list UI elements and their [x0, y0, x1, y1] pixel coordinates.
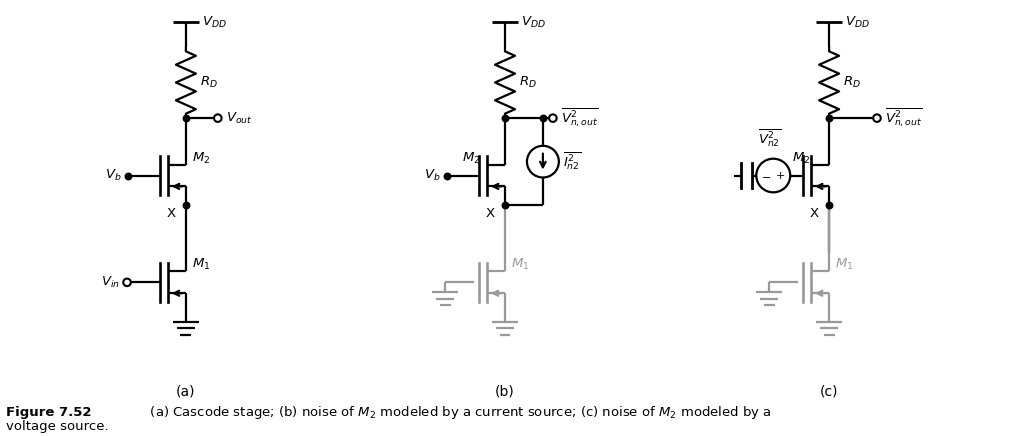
Text: $M_2$: $M_2$ [792, 150, 810, 166]
Text: $M_1$: $M_1$ [192, 257, 210, 272]
Text: (b): (b) [494, 384, 515, 398]
Text: (a): (a) [176, 384, 195, 398]
Point [534, 115, 550, 122]
Point [820, 115, 836, 122]
Text: voltage source.: voltage source. [6, 420, 109, 433]
Circle shape [123, 279, 130, 286]
Text: $R_D$: $R_D$ [199, 75, 217, 90]
Circle shape [872, 114, 880, 122]
Circle shape [549, 114, 556, 122]
Text: $V_{DD}$: $V_{DD}$ [844, 15, 869, 30]
Text: $V_b$: $V_b$ [104, 168, 121, 183]
Text: $M_2$: $M_2$ [192, 150, 210, 166]
Text: $\overline{V^2_{n,out}}$: $\overline{V^2_{n,out}}$ [560, 107, 598, 129]
Point [496, 202, 513, 209]
Text: $V_{in}$: $V_{in}$ [101, 275, 120, 290]
Text: $M_1$: $M_1$ [511, 257, 529, 272]
Text: $R_D$: $R_D$ [519, 75, 536, 90]
Point [178, 202, 194, 209]
Text: (a) Cascode stage; (b) noise of $M_2$ modeled by a current source; (c) noise of : (a) Cascode stage; (b) noise of $M_2$ mo… [132, 405, 770, 422]
Text: $R_D$: $R_D$ [842, 75, 860, 90]
Point [120, 172, 136, 179]
Text: $\overline{V^2_{n2}}$: $\overline{V^2_{n2}}$ [757, 128, 780, 149]
Text: $\overline{I^2_{n2}}$: $\overline{I^2_{n2}}$ [562, 151, 580, 172]
Text: X: X [809, 207, 818, 220]
Text: $-$: $-$ [760, 170, 770, 181]
Text: $V_{DD}$: $V_{DD}$ [521, 15, 545, 30]
Text: $\overline{V^2_{n,out}}$: $\overline{V^2_{n,out}}$ [884, 107, 921, 129]
Text: $V_b$: $V_b$ [424, 168, 440, 183]
Point [820, 202, 836, 209]
Text: (c): (c) [819, 384, 837, 398]
Circle shape [213, 114, 221, 122]
Text: $+$: $+$ [774, 170, 785, 181]
Text: Figure 7.52: Figure 7.52 [6, 406, 92, 419]
Point [178, 115, 194, 122]
Text: $V_{DD}$: $V_{DD}$ [201, 15, 226, 30]
Point [439, 172, 455, 179]
Text: $M_1$: $M_1$ [834, 257, 852, 272]
Point [496, 115, 513, 122]
Text: $V_{out}$: $V_{out}$ [225, 111, 252, 126]
Text: X: X [167, 207, 176, 220]
Text: X: X [485, 207, 494, 220]
Text: $M_2$: $M_2$ [462, 150, 480, 166]
